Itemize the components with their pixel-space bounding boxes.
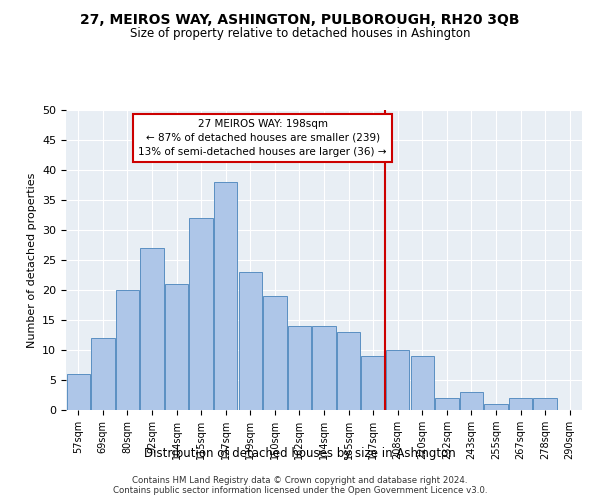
Bar [484, 404, 508, 410]
Bar [190, 218, 213, 410]
Bar [288, 326, 311, 410]
Bar [116, 290, 139, 410]
Bar [91, 338, 115, 410]
Text: Size of property relative to detached houses in Ashington: Size of property relative to detached ho… [130, 28, 470, 40]
Bar [509, 398, 532, 410]
Text: 27 MEIROS WAY: 198sqm
← 87% of detached houses are smaller (239)
13% of semi-det: 27 MEIROS WAY: 198sqm ← 87% of detached … [139, 119, 387, 157]
Bar [214, 182, 238, 410]
Text: Distribution of detached houses by size in Ashington: Distribution of detached houses by size … [144, 448, 456, 460]
Bar [410, 356, 434, 410]
Bar [337, 332, 360, 410]
Bar [67, 374, 90, 410]
Bar [140, 248, 164, 410]
Y-axis label: Number of detached properties: Number of detached properties [26, 172, 37, 348]
Text: 27, MEIROS WAY, ASHINGTON, PULBOROUGH, RH20 3QB: 27, MEIROS WAY, ASHINGTON, PULBOROUGH, R… [80, 12, 520, 26]
Bar [435, 398, 458, 410]
Bar [165, 284, 188, 410]
Bar [361, 356, 385, 410]
Bar [313, 326, 335, 410]
Text: Contains HM Land Registry data © Crown copyright and database right 2024.
Contai: Contains HM Land Registry data © Crown c… [113, 476, 487, 495]
Bar [386, 350, 409, 410]
Bar [239, 272, 262, 410]
Bar [263, 296, 287, 410]
Bar [460, 392, 483, 410]
Bar [533, 398, 557, 410]
